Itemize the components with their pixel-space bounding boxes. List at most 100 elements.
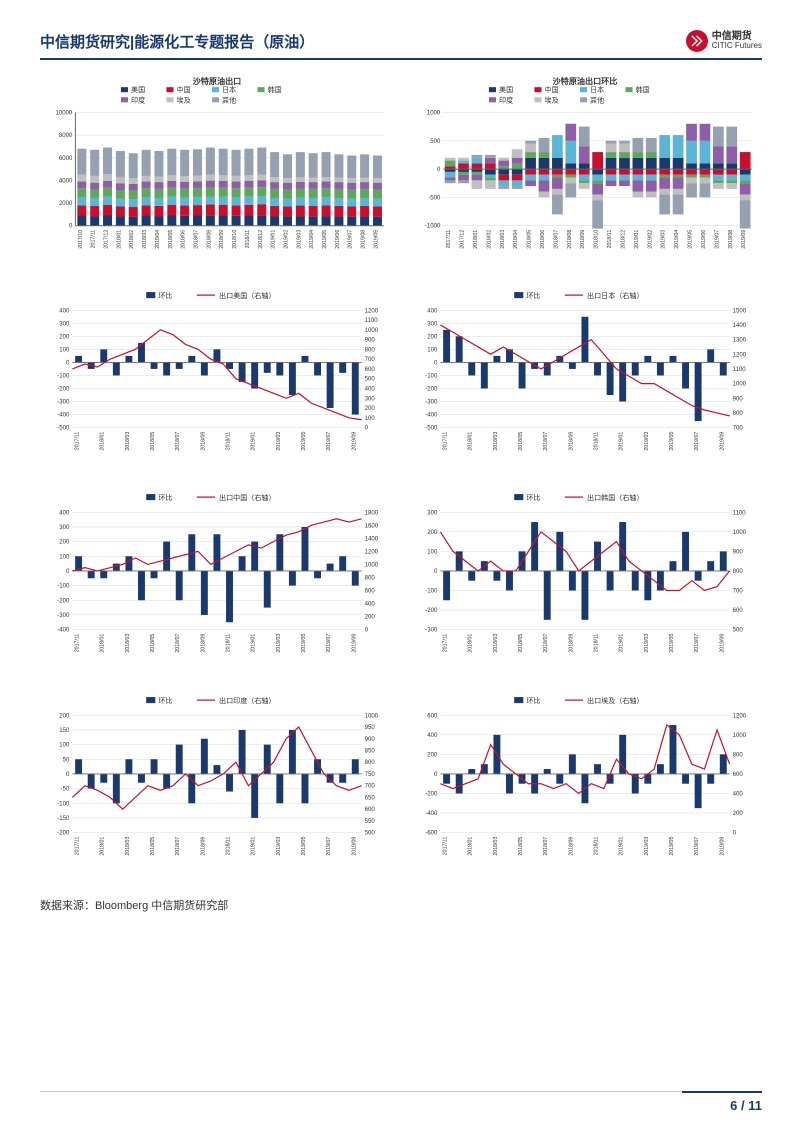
svg-text:2018/07: 2018/07	[543, 432, 549, 451]
svg-text:其他: 其他	[590, 95, 604, 104]
chart-china: 环比出口中国（右轴）-400-300-200-10001002003004000…	[40, 488, 394, 680]
svg-text:2000: 2000	[59, 201, 73, 207]
svg-text:2018/07: 2018/07	[543, 634, 549, 653]
svg-text:2018/01: 2018/01	[473, 230, 479, 249]
svg-text:2019/05: 2019/05	[301, 432, 307, 451]
svg-text:2017/11: 2017/11	[446, 230, 452, 249]
svg-text:2019/05: 2019/05	[301, 634, 307, 653]
svg-text:400: 400	[427, 309, 438, 315]
svg-text:850: 850	[365, 748, 376, 754]
svg-text:2018/08: 2018/08	[567, 230, 573, 249]
svg-text:1400: 1400	[365, 537, 379, 543]
svg-text:2019/07: 2019/07	[326, 634, 332, 653]
svg-text:2018/07: 2018/07	[175, 432, 181, 451]
svg-text:2018/09: 2018/09	[200, 432, 206, 451]
svg-text:300: 300	[59, 525, 70, 531]
svg-text:2018/03: 2018/03	[142, 230, 148, 249]
svg-text:沙特原油出口: 沙特原油出口	[193, 76, 241, 86]
report-page: 中信期货研究|能源化工专题报告（原油） 中信期货 CITIC Futures 沙…	[0, 0, 802, 1133]
svg-text:2017/11: 2017/11	[75, 634, 81, 653]
svg-text:300: 300	[427, 322, 438, 328]
svg-text:-600: -600	[425, 830, 438, 836]
svg-text:1200: 1200	[733, 713, 747, 719]
svg-text:环比: 环比	[526, 494, 540, 503]
svg-text:2019/09: 2019/09	[351, 432, 357, 451]
svg-text:-200: -200	[57, 599, 70, 605]
svg-text:100: 100	[427, 348, 438, 354]
svg-text:-200: -200	[425, 387, 438, 393]
svg-text:2018/05: 2018/05	[518, 634, 524, 653]
svg-text:2019/08: 2019/08	[361, 230, 367, 249]
svg-text:0: 0	[66, 772, 70, 778]
svg-text:0: 0	[69, 224, 73, 230]
svg-text:2018/02: 2018/02	[129, 230, 135, 249]
svg-text:-200: -200	[57, 830, 70, 836]
svg-text:200: 200	[427, 752, 438, 758]
svg-text:2019/03: 2019/03	[644, 432, 650, 451]
svg-text:2018/05: 2018/05	[518, 432, 524, 451]
svg-text:2018/09: 2018/09	[200, 836, 206, 855]
svg-text:2019/07: 2019/07	[348, 230, 354, 249]
svg-text:400: 400	[365, 387, 376, 393]
brand-logo: 中信期货 CITIC Futures	[686, 30, 762, 52]
svg-text:-500: -500	[425, 426, 438, 432]
chart-usa: 环比出口美国（右轴）-500-400-300-200-1000100200300…	[40, 286, 394, 478]
svg-text:-400: -400	[425, 413, 438, 419]
svg-text:1800: 1800	[365, 511, 379, 517]
svg-text:1100: 1100	[365, 318, 379, 324]
svg-text:200: 200	[59, 335, 70, 341]
svg-text:2018/01: 2018/01	[100, 836, 106, 855]
svg-text:600: 600	[365, 367, 376, 373]
svg-text:500: 500	[365, 830, 376, 836]
svg-text:2019/07: 2019/07	[714, 230, 720, 249]
svg-text:200: 200	[365, 406, 376, 412]
svg-text:2018/01: 2018/01	[100, 432, 106, 451]
svg-text:650: 650	[365, 795, 376, 801]
svg-text:2018/07: 2018/07	[553, 230, 559, 249]
svg-text:800: 800	[733, 411, 744, 417]
svg-text:埃及: 埃及	[545, 95, 559, 104]
svg-text:出口韩国（右轴）: 出口韩国（右轴）	[587, 494, 644, 503]
svg-text:1400: 1400	[733, 323, 747, 329]
svg-text:2018/09: 2018/09	[568, 432, 574, 451]
svg-text:0: 0	[66, 361, 70, 367]
svg-text:2018/01: 2018/01	[468, 836, 474, 855]
chart-india: 环比出口印度（右轴）-200-150-100-50050100150200500…	[40, 691, 394, 883]
svg-text:-300: -300	[425, 400, 438, 406]
svg-text:-150: -150	[57, 816, 70, 822]
svg-text:400: 400	[733, 791, 744, 797]
svg-text:400: 400	[365, 602, 376, 608]
svg-text:环比: 环比	[158, 291, 172, 300]
page-header: 中信期货研究|能源化工专题报告（原油） 中信期货 CITIC Futures	[40, 30, 762, 60]
svg-text:2019/07: 2019/07	[694, 836, 700, 855]
svg-text:2019/03: 2019/03	[644, 634, 650, 653]
svg-text:-100: -100	[425, 374, 438, 380]
svg-text:2018/05: 2018/05	[518, 836, 524, 855]
svg-text:1200: 1200	[733, 353, 747, 359]
svg-text:1200: 1200	[365, 550, 379, 556]
svg-text:1000: 1000	[733, 732, 747, 738]
svg-text:2018/03: 2018/03	[493, 836, 499, 855]
svg-text:550: 550	[365, 818, 376, 824]
svg-text:2019/04: 2019/04	[309, 230, 315, 249]
svg-text:2017/11: 2017/11	[443, 432, 449, 451]
svg-text:2018/07: 2018/07	[175, 836, 181, 855]
svg-text:2018/05: 2018/05	[150, 432, 156, 451]
svg-text:2018/11: 2018/11	[226, 836, 232, 855]
svg-text:出口埃及（右轴）: 出口埃及（右轴）	[587, 696, 644, 705]
svg-text:200: 200	[59, 713, 70, 719]
svg-text:0: 0	[365, 426, 369, 432]
svg-text:-500: -500	[57, 426, 70, 432]
svg-text:700: 700	[733, 426, 744, 432]
svg-text:1300: 1300	[733, 338, 747, 344]
svg-text:500: 500	[365, 377, 376, 383]
svg-text:2019/03: 2019/03	[276, 836, 282, 855]
svg-text:出口印度（右轴）: 出口印度（右轴）	[219, 696, 275, 705]
svg-text:2018/09: 2018/09	[568, 836, 574, 855]
svg-text:2018/09: 2018/09	[200, 634, 206, 653]
svg-text:2019/07: 2019/07	[326, 432, 332, 451]
svg-text:0: 0	[437, 167, 441, 173]
svg-text:2018/03: 2018/03	[125, 634, 131, 653]
svg-text:2018/11: 2018/11	[245, 230, 251, 249]
svg-text:2019/05: 2019/05	[301, 836, 307, 855]
